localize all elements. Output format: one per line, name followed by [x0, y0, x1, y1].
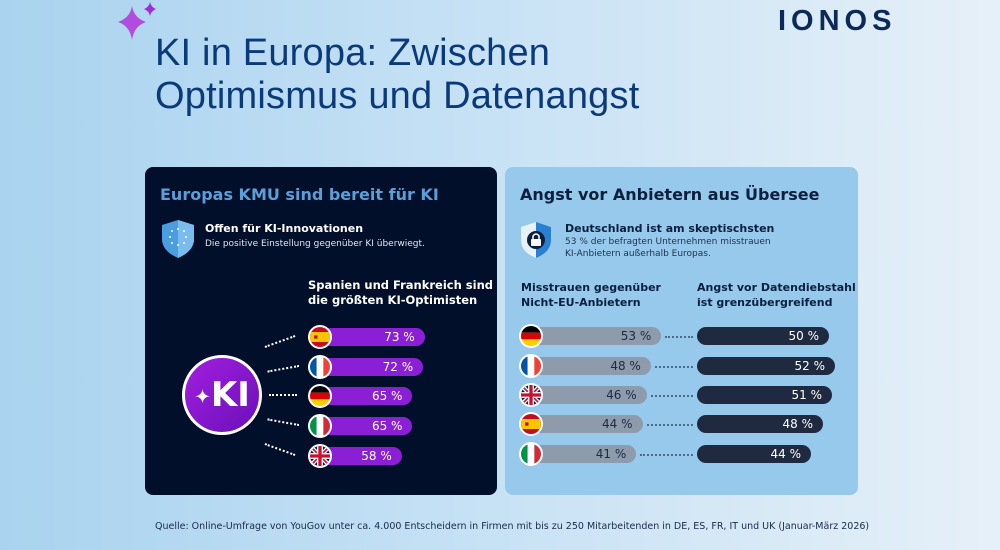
flag-es-icon: [519, 412, 543, 436]
connector-line: [640, 454, 693, 456]
eu-shield-icon: [162, 220, 194, 258]
title-line2: Optimismus und Datenangst: [155, 75, 640, 117]
data-theft-bar: 48 %: [697, 415, 823, 433]
flag-de-icon: [519, 324, 543, 348]
distrust-bar: 46 %: [531, 386, 647, 404]
optimism-bar: 72 %: [320, 358, 424, 376]
right-badge-title: Deutschland ist am skeptischsten: [565, 222, 775, 235]
connector-line: [646, 424, 693, 426]
flag-es-icon: [308, 325, 332, 349]
left-badge-title: Offen für KI-Innovationen: [205, 222, 364, 235]
title-line1: KI in Europa: Zwischen: [155, 32, 551, 74]
connector-line: [654, 366, 693, 368]
col2-line2: ist grenzübergreifend: [697, 296, 833, 309]
distrust-bar: 48 %: [531, 357, 651, 375]
distrust-bar: 41 %: [531, 445, 637, 463]
connector-line: [267, 418, 300, 426]
data-theft-bar: 44 %: [697, 445, 811, 463]
sparkle-icon: [118, 2, 156, 40]
data-theft-bar: 52 %: [697, 357, 835, 375]
left-chart-title: Spanien und Frankreich sind die größten K…: [308, 278, 493, 308]
connector-line: [665, 336, 693, 338]
col1-header: Misstrauen gegenüber Nicht-EU-Anbietern: [521, 280, 661, 310]
distrust-bar: 44 %: [531, 415, 643, 433]
col2-line1: Angst vor Datendiebstahl: [697, 281, 856, 294]
optimism-bar: 73 %: [320, 328, 425, 346]
ki-label: KI: [210, 375, 250, 415]
chart-title-line1: Spanien und Frankreich sind: [308, 278, 494, 292]
badge-text-line1: 53 % der befragten Unternehmen misstraue…: [565, 237, 771, 247]
page-title: KI in Europa: Zwischen Optimismus und Dat…: [155, 32, 639, 118]
col1-line2: Nicht-EU-Anbietern: [521, 296, 641, 309]
source-note: Quelle: Online-Umfrage von YouGov unter …: [155, 521, 870, 532]
optimism-bar: 65 %: [320, 417, 413, 435]
flag-fr-icon: [519, 354, 543, 378]
lock-shield-icon: [521, 222, 551, 258]
col1-line1: Misstrauen gegenüber: [521, 281, 661, 294]
left-heading: Europas KMU sind bereit für KI: [160, 185, 439, 204]
flag-fr-icon: [308, 355, 332, 379]
data-theft-bar: 50 %: [697, 327, 829, 345]
ionos-logo: IONOS: [778, 5, 897, 37]
connector-line: [264, 443, 296, 456]
data-theft-bar: 51 %: [697, 386, 832, 404]
right-panel: Angst vor Anbietern aus Übersee Deutschl…: [505, 167, 858, 495]
chart-title-line2: die größten KI-Optimisten: [308, 293, 478, 307]
right-badge-text: 53 % der befragten Unternehmen misstraue…: [565, 236, 771, 260]
flag-uk-icon: [308, 444, 332, 468]
left-badge-text: Die positive Einstellung gegenüber KI üb…: [205, 239, 425, 249]
flag-uk-icon: [519, 383, 543, 407]
connector-line: [650, 395, 693, 397]
connector-line: [267, 365, 300, 373]
flag-de-icon: [308, 384, 332, 408]
flag-it-icon: [519, 442, 543, 466]
left-panel: Europas KMU sind bereit für KI Offen für…: [145, 167, 497, 495]
connector-line: [264, 335, 296, 348]
right-heading: Angst vor Anbietern aus Übersee: [520, 185, 820, 204]
badge-text-line2: KI-Anbietern außerhalb Europas.: [565, 249, 711, 259]
ki-badge: ✦KI: [182, 355, 262, 435]
flag-it-icon: [308, 414, 332, 438]
sparkles-icon: ✦: [194, 384, 211, 409]
optimism-bar: 65 %: [320, 387, 413, 405]
optimism-bar: 58 %: [320, 447, 402, 465]
distrust-bar: 53 %: [531, 327, 662, 345]
col2-header: Angst vor Datendiebstahl ist grenzübergre…: [697, 280, 856, 310]
connector-line: [269, 394, 297, 396]
